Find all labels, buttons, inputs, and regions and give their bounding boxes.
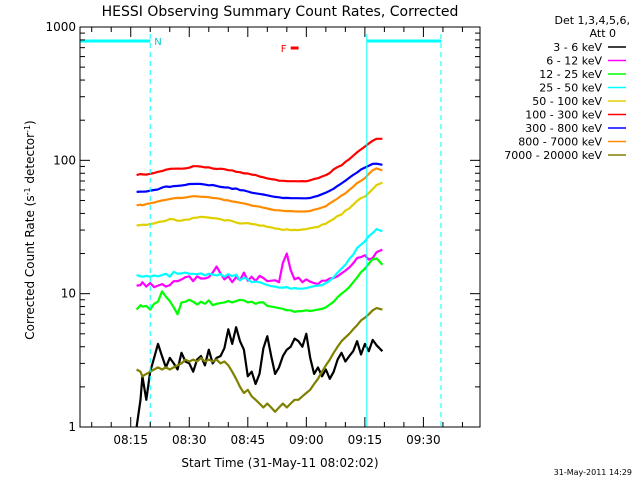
series-line-5 — [136, 181, 383, 232]
night-label: N — [154, 37, 161, 48]
series-line-4 — [136, 228, 383, 290]
plot-frame — [79, 26, 481, 428]
annotation-layer: NF — [80, 34, 442, 427]
x-tick-label: 08:45 — [231, 433, 266, 447]
legend-label-8: 800 - 7000 keV — [518, 136, 602, 149]
series-layer — [135, 137, 384, 428]
series-line-6 — [136, 137, 383, 183]
y-tick-label: 1000 — [45, 20, 76, 34]
chart-title: HESSI Observing Summary Count Rates, Cor… — [102, 4, 459, 20]
y-axis-label-end: ) — [23, 120, 37, 125]
series-line-9 — [136, 307, 383, 413]
timestamp: 31-May-2011 14:29 — [554, 468, 632, 477]
legend-label-1: 3 - 6 keV — [553, 41, 602, 54]
x-axis-ticks: 08:15 08:30 08:45 09:00 09:15 09:30 — [91, 27, 463, 447]
y-tick-label: 1 — [68, 420, 76, 434]
series-line-8 — [136, 167, 383, 213]
y-axis-label-main: Corrected Count Rate (s — [23, 195, 37, 339]
legend-label-9: 7000 - 20000 keV — [504, 149, 602, 162]
x-tick-label: 08:30 — [172, 433, 207, 447]
series-line-3 — [135, 257, 384, 316]
x-tick-label: 08:15 — [113, 433, 148, 447]
legend-header-line2: Att 0 — [590, 27, 616, 40]
legend-label-7: 300 - 800 keV — [525, 122, 602, 135]
y-axis-label-mid: detector — [23, 133, 37, 188]
legend-label-2: 6 - 12 keV — [546, 55, 602, 68]
legend-label-6: 100 - 300 keV — [525, 109, 602, 122]
y-axis-label: Corrected Count Rate (s-1 detector-1) — [23, 120, 37, 339]
y-axis-label-sup2: -1 — [23, 125, 32, 133]
y-axis-label-sup1: -1 — [23, 187, 32, 195]
legend-header-line1: Det 1,3,4,5,6, — [554, 14, 630, 27]
series-line-2 — [136, 248, 383, 289]
y-tick-label: 100 — [53, 153, 76, 167]
x-axis-label: Start Time (31-May-11 08:02:02) — [181, 456, 378, 470]
x-tick-label: 09:30 — [406, 433, 441, 447]
x-tick-label: 09:15 — [348, 433, 383, 447]
legend-label-5: 50 - 100 keV — [532, 95, 602, 108]
y-tick-label: 10 — [61, 287, 76, 301]
series-line-7 — [136, 162, 383, 200]
legend-label-4: 25 - 50 keV — [539, 82, 602, 95]
y-axis-ticks: 1 10 100 1000 — [45, 20, 480, 434]
x-tick-label: 09:00 — [289, 433, 324, 447]
flare-label: F — [281, 44, 287, 55]
legend-label-3: 12 - 25 keV — [539, 68, 602, 81]
